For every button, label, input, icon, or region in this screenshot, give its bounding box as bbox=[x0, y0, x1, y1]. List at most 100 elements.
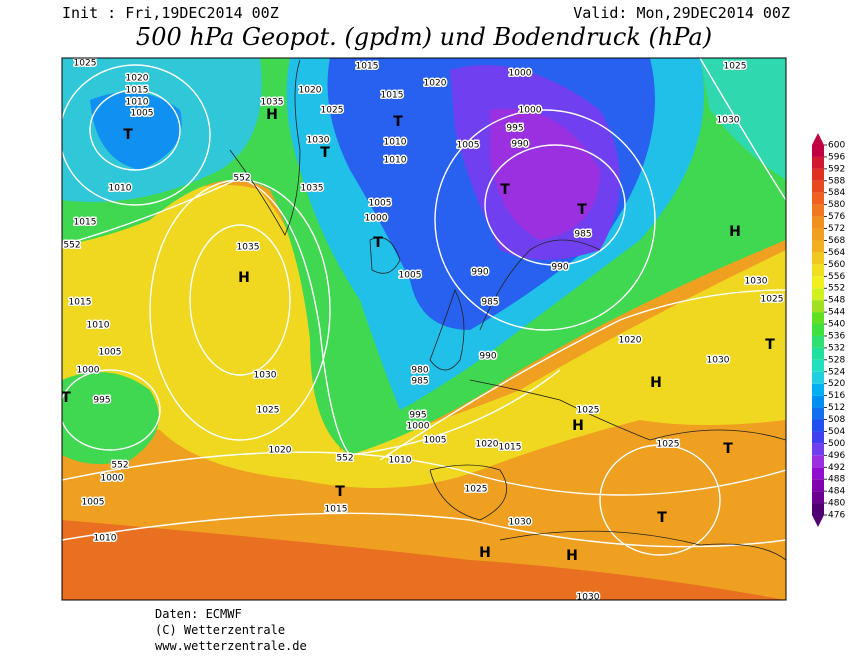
colorbar-label: 592 bbox=[828, 164, 845, 174]
isobar-label: 1015 bbox=[74, 218, 97, 228]
colorbar-label: 528 bbox=[828, 355, 845, 365]
pressure-center: T bbox=[393, 114, 403, 130]
colorbar-label: 596 bbox=[828, 152, 845, 162]
website: www.wetterzentrale.de bbox=[155, 639, 307, 653]
isobar bbox=[62, 451, 786, 496]
colorbar-bin bbox=[812, 455, 824, 468]
map-title: 500 hPa Geopot. (gpdm) und Bodendruck (h… bbox=[136, 23, 712, 51]
colorbar-label: 584 bbox=[828, 188, 845, 198]
isobar-label: 1020 bbox=[619, 336, 642, 346]
isobar-label: 1025 bbox=[465, 485, 488, 495]
colorbar-label: 524 bbox=[828, 367, 845, 377]
isobar-label: 1020 bbox=[424, 79, 447, 89]
isobar-label: 1015 bbox=[69, 298, 92, 308]
field-cyan-ne bbox=[700, 58, 786, 180]
colorbar-label: 496 bbox=[828, 451, 845, 461]
isobar-label: 1000 bbox=[77, 366, 100, 376]
isoline-552 bbox=[62, 177, 561, 456]
isobar-label: 990 bbox=[479, 352, 496, 362]
isobar-label: 985 bbox=[574, 230, 591, 240]
colorbar-bin bbox=[812, 300, 824, 313]
colorbar-bin bbox=[812, 359, 824, 372]
coast-greenland bbox=[229, 59, 301, 236]
map-field: 1025 1020 1015 1010 1005 T 1010 1015 552 552 1035 H… bbox=[61, 58, 786, 600]
isobar bbox=[62, 369, 161, 451]
isobar-label: 1010 bbox=[94, 534, 117, 544]
isobar-label: 1030 bbox=[307, 136, 330, 146]
isobar-label: 990 bbox=[551, 263, 568, 273]
colorbar-bin bbox=[812, 168, 824, 181]
isobar-label: 552 bbox=[63, 241, 80, 251]
isobar bbox=[379, 289, 786, 461]
pressure-center: H bbox=[650, 375, 662, 391]
isobar-label: 1005 bbox=[131, 109, 154, 119]
colorbar-label: 560 bbox=[828, 260, 845, 270]
pressure-center: T bbox=[500, 182, 510, 198]
copyright: (C) Wetterzentrale bbox=[155, 623, 285, 637]
colorbar-label: 568 bbox=[828, 236, 845, 246]
isobar bbox=[599, 444, 721, 556]
colorbar-bin bbox=[812, 479, 824, 492]
isobar bbox=[699, 58, 786, 201]
colorbar-bin bbox=[812, 276, 824, 289]
isobar-label: 1025 bbox=[257, 406, 280, 416]
colorbar-bin bbox=[812, 204, 824, 217]
isobar-label: 985 bbox=[481, 298, 498, 308]
colorbar-label: 508 bbox=[828, 415, 845, 425]
pressure-center: T bbox=[723, 441, 733, 457]
colorbar-label: 536 bbox=[828, 331, 845, 341]
colorbar-arrow-top bbox=[812, 133, 824, 145]
isobar-label: 995 bbox=[93, 396, 110, 406]
colorbar-bin bbox=[812, 180, 824, 193]
colorbar-label: 484 bbox=[828, 487, 845, 497]
colorbar-bin bbox=[812, 503, 824, 515]
isobar-label: 995 bbox=[409, 411, 426, 421]
colorbar-bin bbox=[812, 156, 824, 169]
colorbar-bin bbox=[812, 288, 824, 301]
isobar-label: 1025 bbox=[761, 295, 784, 305]
isobar-label: 995 bbox=[506, 124, 523, 134]
colorbar-label: 576 bbox=[828, 212, 845, 222]
pressure-center: T bbox=[61, 390, 71, 406]
colorbar-bin bbox=[812, 145, 824, 157]
colorbar-label: 520 bbox=[828, 379, 845, 389]
isobar-label: 1010 bbox=[389, 456, 412, 466]
isobar-label: 1005 bbox=[457, 141, 480, 151]
isobars bbox=[62, 58, 786, 556]
colorbar-bin bbox=[812, 419, 824, 432]
isobar-label: 1010 bbox=[384, 156, 407, 166]
isobar-label: 1015 bbox=[356, 62, 379, 72]
isobar-label: 1015 bbox=[499, 443, 522, 453]
isobar bbox=[484, 144, 626, 266]
colorbar-bin bbox=[812, 335, 824, 348]
isobar-label: 1025 bbox=[321, 106, 344, 116]
isobar-label: 552 bbox=[233, 174, 250, 184]
colorbar-label: 580 bbox=[828, 200, 845, 210]
isobar-label: 1030 bbox=[254, 371, 277, 381]
valid-time: Valid: Mon,29DEC2014 00Z bbox=[573, 4, 790, 22]
coast-iceland bbox=[369, 237, 401, 274]
isobar-label: 1025 bbox=[74, 59, 97, 69]
colorbar-label: 540 bbox=[828, 320, 845, 330]
colorbar-bin bbox=[812, 371, 824, 384]
isobar-label: 1000 bbox=[519, 106, 542, 116]
isobar-label: 1000 bbox=[509, 69, 532, 79]
isobar-label: 552 bbox=[111, 461, 128, 471]
colorbar-label: 544 bbox=[828, 308, 845, 318]
coastlines bbox=[229, 59, 786, 561]
isobar-label: 1025 bbox=[724, 62, 747, 72]
pressure-center: H bbox=[729, 224, 741, 240]
colorbar-bin bbox=[812, 395, 824, 408]
colorbar-bin bbox=[812, 324, 824, 336]
isobar-label: 1030 bbox=[509, 518, 532, 528]
colorbar-bin bbox=[812, 228, 824, 241]
isobar-label: 1035 bbox=[261, 98, 284, 108]
isobar-label: 1015 bbox=[126, 86, 149, 96]
isobar-label: 1000 bbox=[101, 474, 124, 484]
coast-europe bbox=[469, 239, 786, 441]
isobar-label: 1025 bbox=[577, 406, 600, 416]
isobar-label: 1000 bbox=[365, 214, 388, 224]
field-warm bbox=[62, 520, 786, 600]
colorbar-bin bbox=[812, 252, 824, 265]
isobar-label: 1010 bbox=[109, 184, 132, 194]
